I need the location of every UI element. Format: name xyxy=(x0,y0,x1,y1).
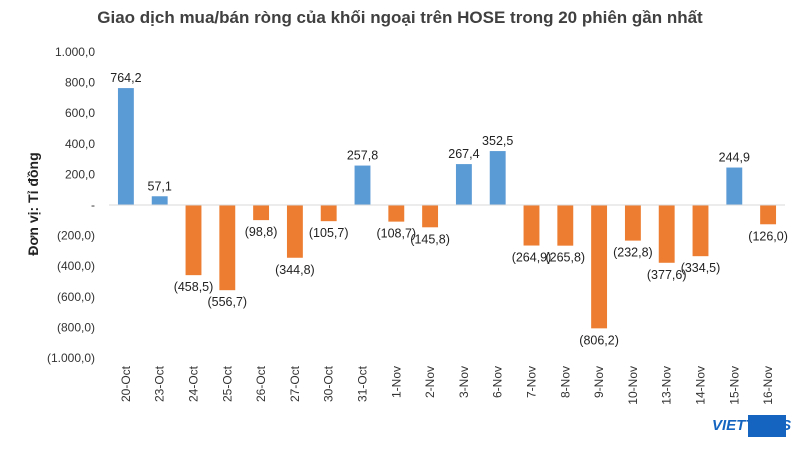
x-tick-label: 24-Oct xyxy=(187,365,201,402)
y-tick-label: (600,0) xyxy=(57,290,95,304)
bar-negative xyxy=(557,205,574,246)
data-label: (126,0) xyxy=(748,229,788,243)
data-label: (265,8) xyxy=(545,251,585,265)
bar-positive xyxy=(489,151,506,205)
bar-negative xyxy=(185,205,202,276)
x-tick-label: 6-Nov xyxy=(491,366,505,398)
data-label: (98,8) xyxy=(245,225,278,239)
data-label: 267,4 xyxy=(448,147,479,161)
y-tick-label: - xyxy=(91,198,95,212)
x-tick-label: 31-Oct xyxy=(356,365,370,402)
data-label: (105,7) xyxy=(309,226,349,240)
x-tick-label: 9-Nov xyxy=(592,366,606,398)
data-label: 764,2 xyxy=(110,71,141,85)
bar-positive xyxy=(151,196,168,205)
y-tick-label: (200,0) xyxy=(57,229,95,243)
bar-negative xyxy=(760,205,777,225)
x-tick-label: 30-Oct xyxy=(322,365,336,402)
bar-negative xyxy=(388,205,405,222)
bar-negative xyxy=(422,205,439,228)
x-tick-label: 16-Nov xyxy=(761,366,775,405)
y-tick-label: 1.000,0 xyxy=(55,45,95,59)
bar-negative xyxy=(320,205,337,222)
x-tick-label: 2-Nov xyxy=(423,366,437,398)
viettimes-logo: VIETTIMES xyxy=(712,415,791,439)
x-tick-label: 1-Nov xyxy=(389,366,403,398)
y-tick-label: 200,0 xyxy=(65,167,95,181)
bar-positive xyxy=(726,167,743,205)
bar-negative xyxy=(286,205,303,258)
x-tick-label: 20-Oct xyxy=(119,365,133,402)
data-label: (145,8) xyxy=(410,232,450,246)
bar-positive xyxy=(455,164,472,205)
x-tick-label: 25-Oct xyxy=(220,365,234,402)
y-tick-label: (1.000,0) xyxy=(47,351,95,365)
data-label: 57,1 xyxy=(148,179,172,193)
bar-negative xyxy=(219,205,236,291)
bar-negative xyxy=(523,205,540,246)
data-label: (806,2) xyxy=(579,333,619,347)
x-tick-label: 8-Nov xyxy=(558,366,572,398)
x-axis: 20-Oct 23-Oct 24-Oct 25-Oct 26-Oct 27-Oct 30-O… xyxy=(109,204,785,405)
chart-title: Giao dịch mua/bán ròng của khối ngoại tr… xyxy=(97,8,703,27)
data-label: (556,7) xyxy=(207,295,247,309)
y-tick-label: 800,0 xyxy=(65,76,95,90)
y-tick-label: 600,0 xyxy=(65,106,95,120)
data-label: (108,7) xyxy=(376,227,416,241)
x-tick-label: 23-Oct xyxy=(153,365,167,402)
bar-negative xyxy=(591,205,608,329)
data-label: 352,5 xyxy=(482,134,513,148)
x-tick-label: 10-Nov xyxy=(626,366,640,405)
x-tick-label: 15-Nov xyxy=(727,366,741,405)
bars xyxy=(117,88,777,329)
data-label: (377,6) xyxy=(647,268,687,282)
y-tick-label: (800,0) xyxy=(57,320,95,334)
x-tick-label: 27-Oct xyxy=(288,365,302,402)
x-tick-label: 13-Nov xyxy=(660,366,674,405)
bar-negative xyxy=(253,205,270,221)
y-axis: 1.000,0 800,0 600,0 400,0 200,0 - (200,0) (400,… xyxy=(47,45,95,365)
bar-positive xyxy=(354,165,371,205)
data-label: (232,8) xyxy=(613,246,653,260)
y-axis-title: Đơn vị: Tỉ đồng xyxy=(25,152,41,255)
bar-negative xyxy=(658,205,675,263)
bar-negative xyxy=(692,205,709,257)
y-tick-label: (400,0) xyxy=(57,259,95,273)
x-tick-label: 3-Nov xyxy=(457,366,471,398)
data-label: (334,5) xyxy=(681,261,721,275)
x-tick-label: 26-Oct xyxy=(254,365,268,402)
data-label: (344,8) xyxy=(275,263,315,277)
x-tick-label: 14-Nov xyxy=(694,366,708,405)
data-label: 257,8 xyxy=(347,149,378,163)
data-labels: 764,2 57,1 (458,5)(556,7) (98,8) (344,8) (105… xyxy=(110,71,788,347)
data-label: (264,9) xyxy=(512,251,552,265)
data-label: 244,9 xyxy=(719,151,750,165)
data-label: (458,5) xyxy=(174,280,214,294)
logo-text: VIETTIMES xyxy=(712,417,792,434)
bar-positive xyxy=(117,88,134,205)
bar-negative xyxy=(624,205,641,241)
logo-box xyxy=(748,415,786,437)
y-tick-label: 400,0 xyxy=(65,137,95,151)
x-tick-label: 7-Nov xyxy=(525,366,539,398)
